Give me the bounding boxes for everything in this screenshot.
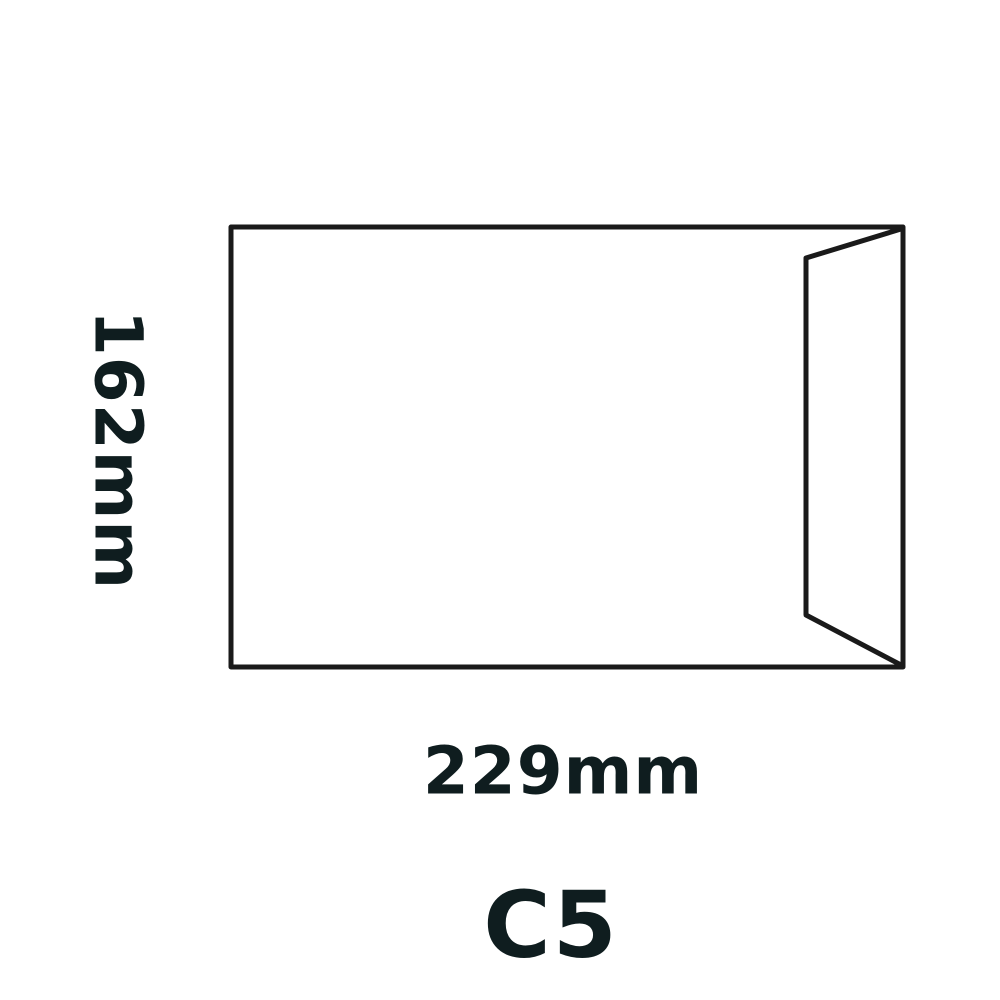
envelope-flap	[803, 226, 904, 668]
height-dimension-label: 162mm	[79, 309, 157, 591]
width-dimension-label: 229mm	[422, 732, 704, 810]
envelope-outline	[228, 224, 906, 670]
envelope-size-name: C5	[483, 871, 619, 979]
